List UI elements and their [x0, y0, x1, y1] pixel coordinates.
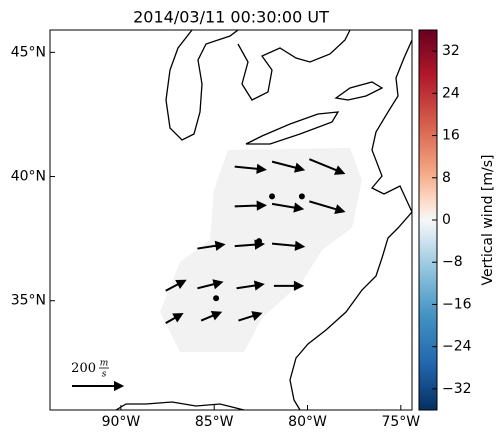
colorbar-tick-label: −24 — [442, 339, 472, 355]
colorbar-tick-label: −32 — [442, 381, 472, 397]
colorbar-label: Vertical wind [m/s] — [480, 155, 496, 286]
colorbar-tick-label: −16 — [442, 296, 472, 312]
wind-vector — [165, 279, 187, 292]
wind-vector — [271, 240, 306, 251]
title: 2014/03/11 00:30:00 UT — [133, 8, 329, 27]
wind-vector — [165, 312, 184, 324]
wind-vector — [234, 163, 267, 174]
x-tick-label: 80°W — [288, 414, 327, 430]
wind-vector — [271, 160, 306, 173]
key-unit-den: s — [102, 370, 107, 380]
key-unit-num: m — [100, 359, 109, 369]
coastline — [334, 81, 384, 101]
coastline — [165, 30, 239, 141]
wind-vector — [298, 193, 305, 200]
wind-vector — [197, 279, 224, 290]
wind-vector — [200, 310, 223, 322]
colorbar-tick-label: −8 — [442, 254, 463, 270]
y-tick-label: 40°N — [11, 169, 46, 185]
colorbar-tick-label: 16 — [442, 128, 460, 144]
wind-vector — [238, 311, 263, 322]
coastline — [245, 111, 340, 145]
wind-vector — [269, 193, 276, 200]
wind-vector — [308, 158, 346, 175]
colorbar-tick-label: 0 — [442, 212, 451, 228]
coastline — [115, 401, 245, 410]
y-tick-label: 45°N — [11, 44, 46, 60]
key-label: 200 — [71, 361, 96, 376]
wind-vector — [255, 238, 262, 245]
colorbar-tick-label: 8 — [442, 170, 451, 186]
colorbar-tick-label: 32 — [442, 43, 460, 59]
wind-vector — [236, 280, 265, 291]
wind-vector — [234, 200, 267, 211]
wind-vector — [213, 295, 220, 302]
vectors: 200 — [71, 158, 346, 392]
map-area — [115, 30, 412, 410]
key-arrow — [72, 380, 125, 392]
coverage-area — [160, 148, 362, 352]
coastline — [237, 30, 351, 101]
x-tick-label: 85°W — [195, 414, 234, 430]
wind-vector — [273, 280, 305, 291]
y-tick-label: 35°N — [11, 293, 46, 309]
x-tick-label: 90°W — [102, 414, 141, 430]
key-value: 200 — [71, 361, 96, 376]
wind-vector — [197, 240, 226, 251]
x-tick-label: 75°W — [381, 414, 420, 430]
colorbar-tick-label: 24 — [442, 85, 460, 101]
map-frame — [49, 29, 413, 411]
wind-vector — [309, 200, 346, 215]
wind-vector — [271, 202, 305, 213]
coastline — [289, 39, 412, 410]
